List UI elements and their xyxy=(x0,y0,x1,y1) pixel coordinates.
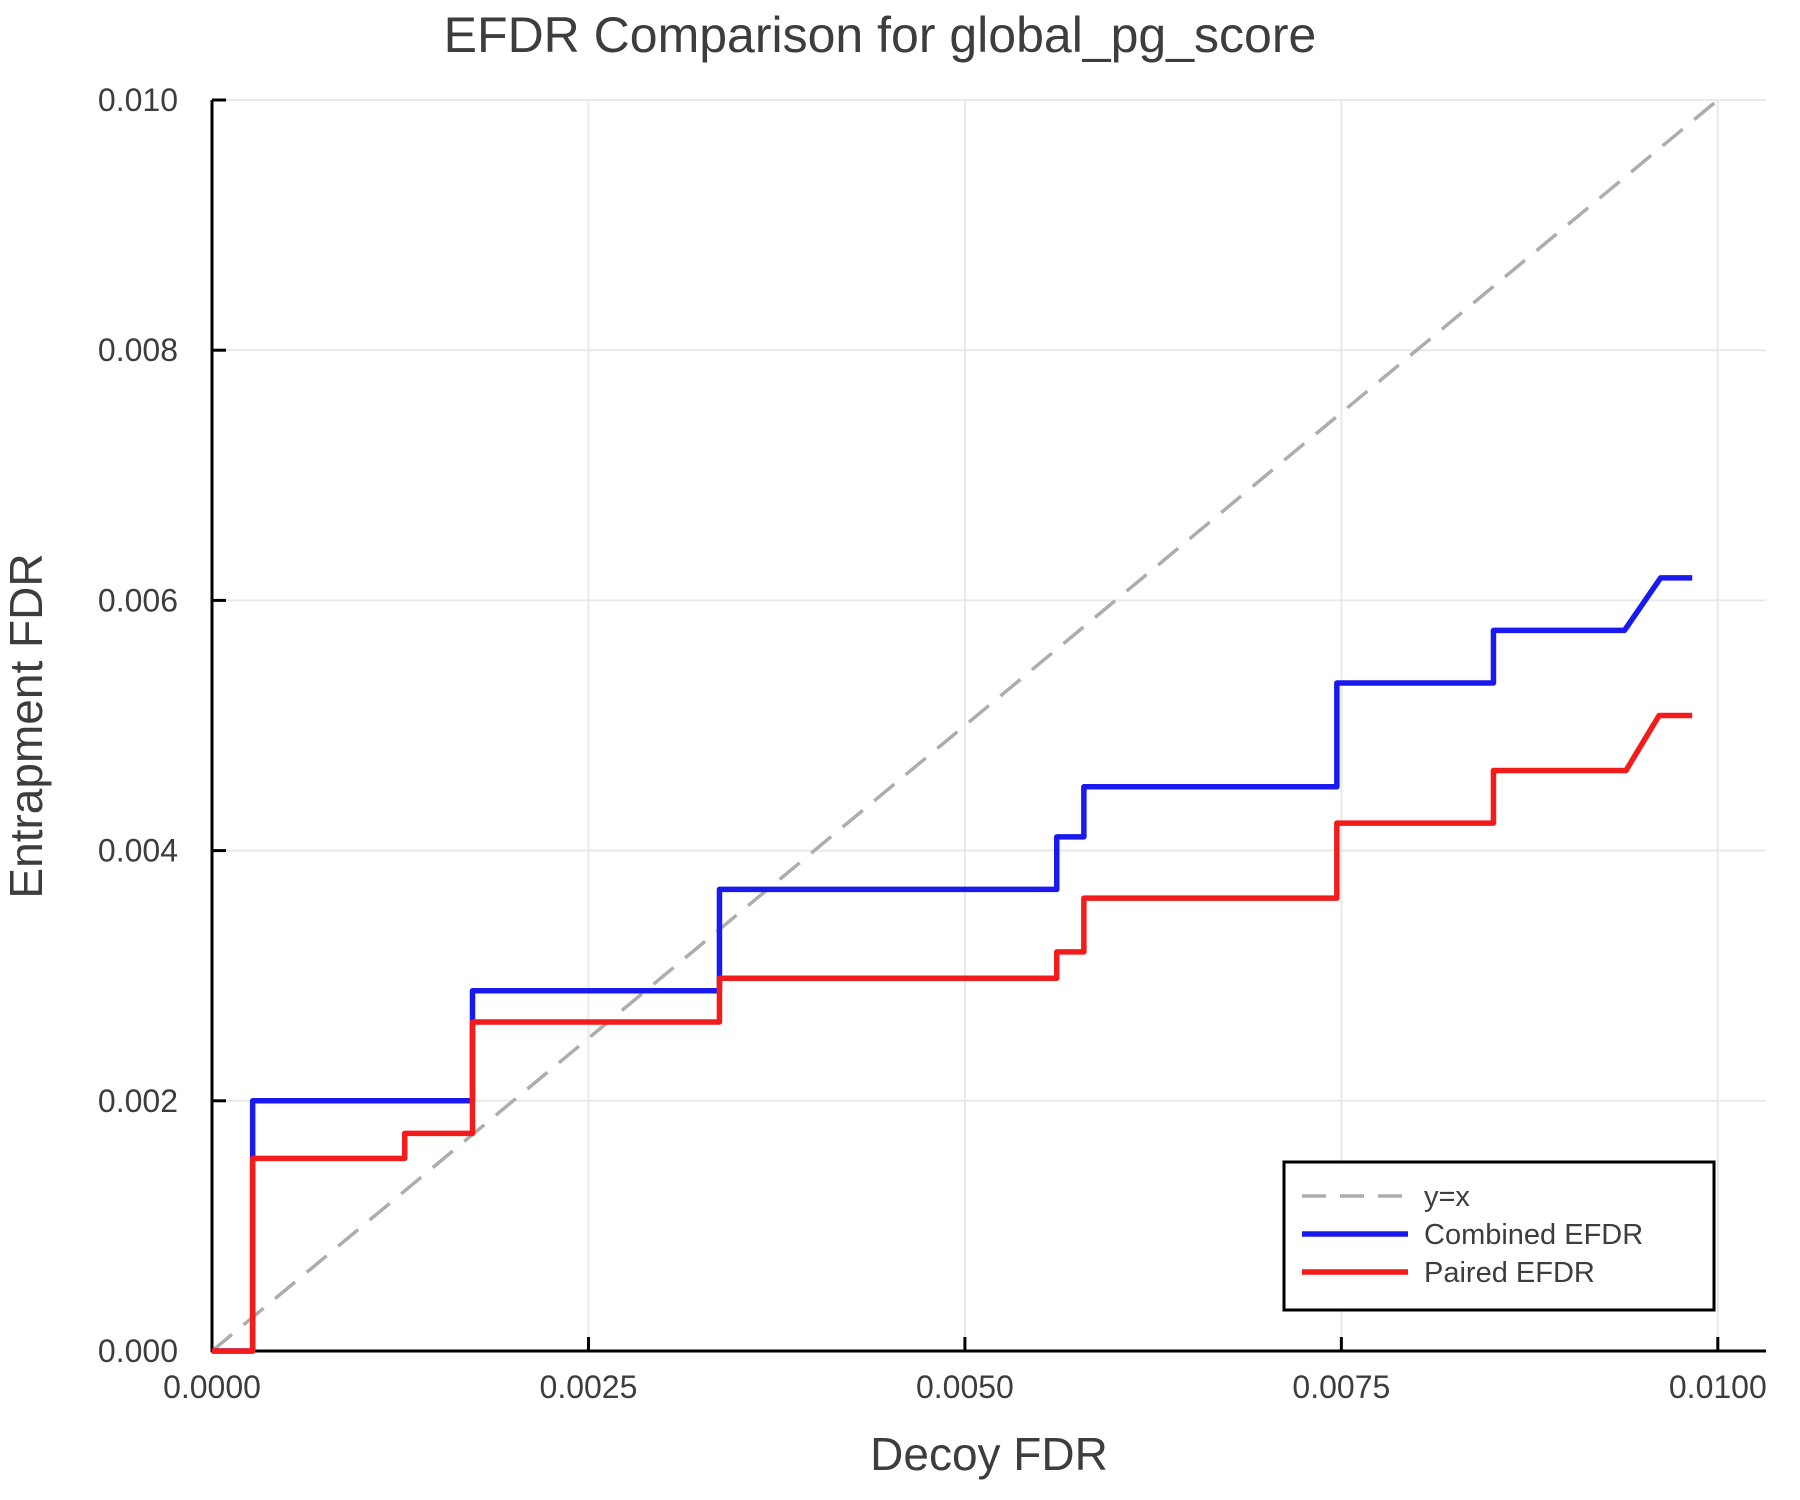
chart-title: EFDR Comparison for global_pg_score xyxy=(444,7,1317,63)
x-tick-label: 0.0075 xyxy=(1292,1369,1390,1405)
tick-labels: 0.0000 0.0025 0.0050 0.0075 0.0100 0.000 0.002… xyxy=(98,82,1767,1405)
y-tick-label: 0.008 xyxy=(98,332,178,368)
x-tick-label: 0.0050 xyxy=(916,1369,1014,1405)
series-line-paired-efdr xyxy=(212,712,1693,1354)
legend-label-3: Paired EFDR xyxy=(1424,1257,1595,1289)
y-tick-label: 0.000 xyxy=(98,1333,178,1369)
y-tick-label: 0.010 xyxy=(98,82,178,118)
series-layer xyxy=(212,575,1693,1354)
y-tick-label: 0.006 xyxy=(98,582,178,618)
y-tick-label: 0.002 xyxy=(98,1083,178,1119)
axes-spines xyxy=(210,100,1766,1353)
series-line-combined-efdr xyxy=(212,575,1693,1354)
y-axis-label: Entrapment FDR xyxy=(0,553,52,898)
legend-label-2: Combined EFDR xyxy=(1424,1219,1643,1251)
x-tick-label: 0.0000 xyxy=(163,1369,261,1405)
x-axis-label: Decoy FDR xyxy=(870,1428,1108,1480)
x-tick-label: 0.0025 xyxy=(540,1369,638,1405)
x-tick-label: 0.0100 xyxy=(1669,1369,1767,1405)
y-tick-label: 0.004 xyxy=(98,833,178,869)
legend: y=x Combined EFDR Paired EFDR xyxy=(1282,1160,1716,1312)
legend-label-1: y=x xyxy=(1424,1181,1470,1213)
